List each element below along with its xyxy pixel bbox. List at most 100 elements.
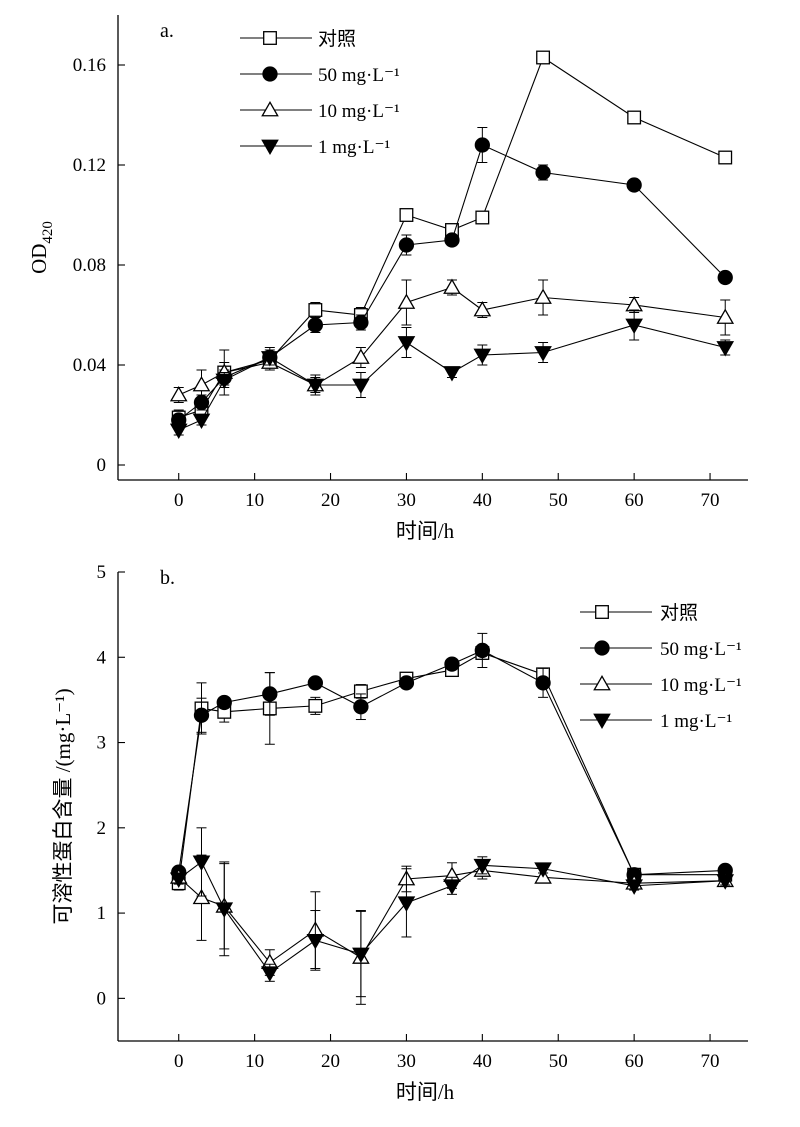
data-point — [473, 300, 492, 317]
data-point — [535, 164, 551, 181]
data-point — [398, 675, 415, 691]
data-point — [536, 50, 551, 65]
series-line — [178, 324, 726, 431]
data-point — [473, 348, 492, 365]
data-point — [716, 874, 735, 890]
legend-label: 1 mg·L⁻¹ — [660, 711, 732, 732]
y-tick-label: 0.16 — [73, 55, 106, 76]
x-tick-label: 50 — [549, 490, 568, 511]
x-tick-label: 20 — [321, 1051, 340, 1072]
legend-marker — [261, 139, 279, 156]
chart-panel-b: 0 10 20 30 40 50 60 70 0 1 2 3 4 5 时间/h 可溶性蛋白含量 /(mg·L⁻… — [51, 562, 748, 1104]
x-tick-label: 20 — [321, 490, 340, 511]
y-axis-title-subscript: 420 — [40, 221, 56, 244]
data-point — [192, 855, 211, 871]
data-point — [216, 694, 232, 711]
data-point — [262, 686, 278, 702]
x-tick-label: 0 — [174, 1051, 184, 1072]
data-point — [475, 210, 490, 225]
series-3 — [169, 309, 735, 440]
legend-marker — [261, 100, 279, 117]
legend-marker — [262, 66, 278, 82]
data-point — [192, 413, 211, 430]
data-point — [473, 858, 492, 875]
legend-label: 10 mg·L⁻¹ — [318, 101, 400, 122]
data-point — [260, 966, 279, 982]
data-point — [353, 699, 369, 715]
y-tick-label: 0 — [97, 455, 107, 476]
data-point — [307, 317, 323, 333]
legend: 对照 50 mg·L⁻¹ 10 mg·L⁻¹ 1 mg·L⁻¹ — [240, 28, 400, 158]
data-point — [352, 348, 370, 364]
data-point — [444, 656, 460, 672]
legend-marker — [594, 640, 610, 656]
data-point — [625, 879, 643, 895]
legend-label: 10 mg·L⁻¹ — [660, 675, 742, 696]
data-point — [397, 293, 416, 309]
legend: 对照 50 mg·L⁻¹ 10 mg·L⁻¹ 1 mg·L⁻¹ — [580, 602, 742, 732]
data-point — [215, 902, 234, 918]
data-point — [306, 933, 325, 950]
chart-panel-a: 0 10 20 30 40 50 60 70 0 0.04 0.08 0.12 0.16 时间/h OD42… — [27, 15, 748, 543]
data-point — [534, 288, 552, 304]
data-point — [193, 707, 210, 723]
data-point — [353, 314, 369, 331]
x-tick-label: 40 — [473, 1051, 492, 1072]
data-point — [307, 675, 323, 691]
x-tick-label: 70 — [701, 1051, 720, 1072]
data-point — [192, 888, 211, 905]
data-point — [308, 698, 323, 713]
legend-marker — [593, 674, 611, 691]
data-point — [627, 110, 642, 125]
data-point — [399, 208, 414, 222]
data-point — [397, 336, 416, 352]
data-point — [718, 150, 733, 165]
data-point — [716, 341, 735, 357]
series-line — [178, 861, 726, 974]
series-1 — [171, 632, 733, 883]
y-tick-label: 3 — [97, 733, 107, 754]
series-2 — [169, 278, 735, 403]
series-line — [178, 652, 726, 884]
x-tick-label: 60 — [625, 1051, 644, 1072]
data-point — [716, 308, 735, 324]
y-tick-label: 4 — [97, 647, 107, 668]
series-3 — [169, 827, 735, 998]
legend-label: 对照 — [318, 28, 356, 50]
legend-label: 50 mg·L⁻¹ — [318, 65, 400, 86]
legend-marker — [263, 31, 277, 45]
data-point — [397, 896, 416, 912]
data-point — [352, 947, 370, 964]
data-point — [535, 675, 551, 691]
series-1 — [171, 127, 733, 428]
y-tick-label: 0 — [97, 988, 107, 1009]
y-axis-title: 可溶性蛋白含量 /(mg·L⁻¹) — [51, 688, 75, 924]
data-point — [626, 177, 642, 193]
data-point — [306, 378, 325, 395]
y-tick-label: 1 — [97, 903, 107, 924]
data-point — [625, 318, 643, 335]
data-point — [169, 872, 188, 888]
x-tick-label: 0 — [174, 490, 184, 511]
x-tick-label: 10 — [245, 490, 264, 511]
data-point — [192, 375, 211, 392]
data-point — [443, 366, 461, 382]
data-point — [215, 373, 234, 390]
data-point — [398, 237, 415, 253]
data-point — [474, 137, 490, 153]
x-tick-label: 50 — [549, 1051, 568, 1072]
data-point — [169, 423, 188, 440]
y-axis-title: OD420 — [27, 221, 56, 274]
legend-label: 1 mg·L⁻¹ — [318, 137, 390, 158]
x-tick-label: 30 — [397, 490, 416, 511]
legend-marker — [595, 605, 609, 619]
x-tick-label: 30 — [397, 1051, 416, 1072]
x-tick-label: 70 — [701, 490, 720, 511]
data-point — [534, 862, 552, 878]
y-tick-label: 0.08 — [73, 255, 106, 276]
data-point — [169, 385, 188, 402]
y-tick-label: 0.04 — [73, 355, 107, 376]
legend-label: 对照 — [660, 602, 698, 624]
data-point — [717, 269, 733, 286]
x-tick-label: 60 — [625, 490, 644, 511]
